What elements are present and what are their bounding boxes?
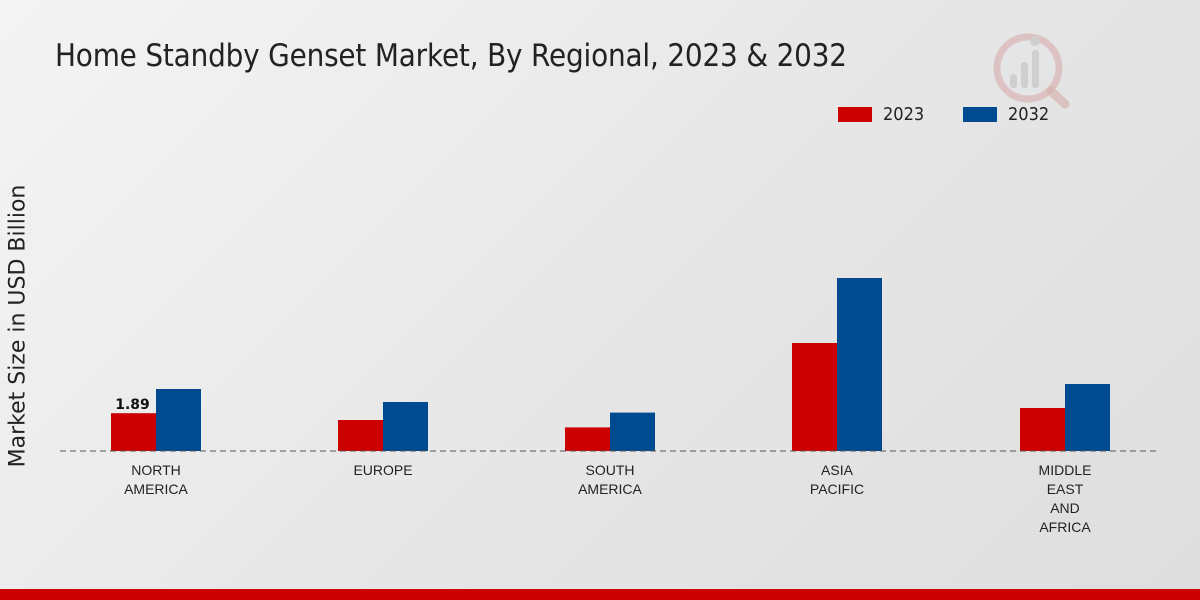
bar-2023-1 (338, 420, 383, 451)
x-tick-label-1: EUROPE (353, 462, 412, 478)
legend-label-2023: 2023 (883, 104, 925, 125)
bar-2032-2 (610, 412, 655, 451)
bar-2032-3 (837, 278, 882, 451)
bar-chart-magnifier-icon (993, 33, 1070, 109)
legend-swatch-2023 (838, 107, 872, 122)
legend-item-2023: 2023 (838, 104, 929, 125)
legend-swatch-2032 (962, 107, 997, 122)
legend-item-2032: 2032 (962, 104, 1054, 125)
bar-2023-3 (792, 343, 837, 451)
bars-layer (111, 278, 1110, 451)
bar-2023-4 (1020, 408, 1065, 451)
chart-legend: 2023 2032 (838, 104, 1088, 125)
labels-layer: 1.89 NORTH AMERICA EUROPE SOUTH AMERICA ASIA PA… (115, 397, 1091, 535)
x-tick-label-2: SOUTH AMERICA (578, 462, 642, 497)
data-label-2023-0: 1.89 (115, 397, 150, 413)
bar-2023-2 (565, 427, 610, 451)
x-tick-label-0: NORTH AMERICA (124, 462, 188, 497)
legend-label-2032: 2032 (1007, 104, 1050, 125)
bar-2032-1 (383, 402, 428, 451)
bar-2023-0 (111, 413, 156, 451)
x-tick-label-3: ASIA PACIFIC (810, 462, 864, 497)
chart-title: Home Standby Genset Market, By Regional,… (55, 38, 847, 74)
bar-2032-4 (1065, 384, 1110, 451)
bottom-accent-bar (0, 589, 1200, 600)
bar-2032-0 (156, 389, 201, 451)
x-tick-label-4: MIDDLE EAST AND AFRICA (1039, 462, 1092, 535)
